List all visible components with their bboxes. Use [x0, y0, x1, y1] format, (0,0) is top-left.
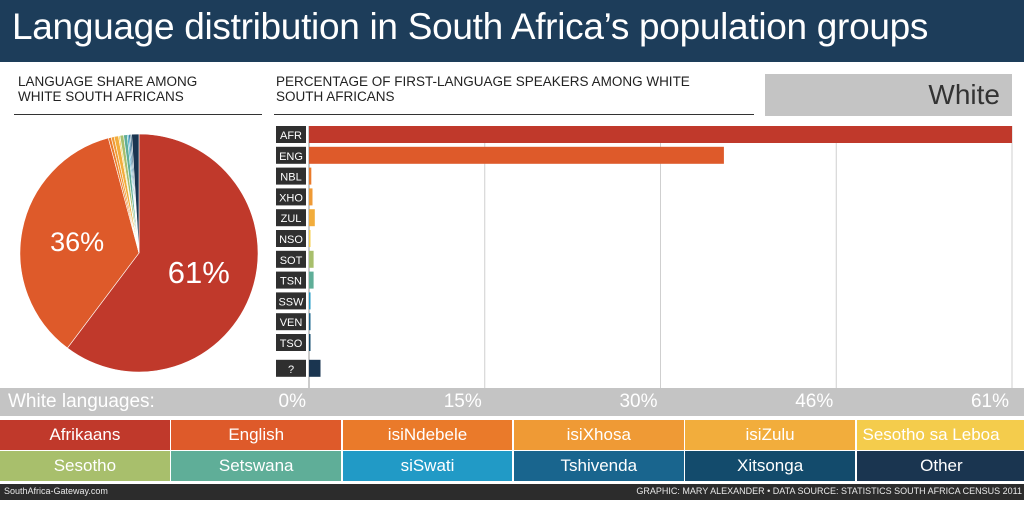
- bar-ven: [309, 313, 311, 331]
- legend-item-tshivenda: Tshivenda: [513, 451, 684, 481]
- legend-item-isizulu: isiZulu: [685, 420, 855, 450]
- category-tag-xho: [276, 188, 306, 206]
- x-tick-label: 0%: [278, 391, 306, 412]
- category-label: ENG: [279, 151, 303, 163]
- category-label: SSW: [278, 296, 304, 308]
- title-bar: Language distribution in South Africa’s …: [0, 0, 1024, 62]
- x-tick-label: 15%: [443, 391, 482, 412]
- pie-header: LANGUAGE SHARE AMONG WHITE SOUTH AFRICAN…: [18, 74, 198, 104]
- category-tag-nso: [276, 230, 306, 247]
- bar-chart: AFR ENG NBL XHO ZUL NSO SOT TSN SSW VEN TSO?: [276, 126, 1013, 388]
- footer-credit: GRAPHIC: MARY ALEXANDER • DATA SOURCE: S…: [636, 486, 1022, 496]
- pie-label-english: 36%: [50, 227, 104, 257]
- pie-slice-english: [19, 137, 140, 349]
- bar-eng: [309, 146, 724, 164]
- pie-chart: 61% 36%: [19, 133, 259, 373]
- category-label: TSO: [280, 338, 303, 350]
- category-tag-sot: [276, 250, 306, 268]
- legend-item-setswana: Setswana: [171, 451, 342, 481]
- category-label: TSN: [280, 276, 302, 288]
- legend-item-xitsonga: Xitsonga: [685, 451, 855, 481]
- category-tag-nbl: [276, 167, 306, 185]
- legend-item-other: Other: [856, 451, 1024, 481]
- bar-ssw: [309, 292, 311, 310]
- pie-label-afrikaans: 61%: [168, 255, 230, 290]
- bar-tso: [309, 334, 311, 351]
- category-label: ?: [288, 364, 294, 376]
- chart-title: Language distribution in South Africa’s …: [12, 6, 929, 47]
- category-label: NBL: [280, 172, 301, 184]
- category-tag-ssw: [276, 292, 306, 310]
- bar-zul: [309, 209, 315, 227]
- x-axis-strip: White languages: 0% 15% 30% 46% 61%: [0, 388, 1024, 416]
- category-tag-ven: [276, 313, 306, 331]
- legend-item-english: English: [171, 420, 342, 450]
- bar-unknown: [309, 359, 321, 377]
- group-selector[interactable]: White: [765, 74, 1012, 116]
- bar-header-rule: [274, 114, 754, 115]
- legend-item-afrikaans: Afrikaans: [0, 420, 170, 450]
- x-tick-label: 46%: [795, 391, 834, 412]
- bar-xho: [309, 188, 313, 206]
- group-label: White: [928, 79, 1000, 110]
- category-label: SOT: [280, 255, 303, 267]
- legend-item-siswati: siSwati: [342, 451, 513, 481]
- pie-header-rule: [14, 114, 262, 115]
- category-tag-tsn: [276, 271, 306, 289]
- category-tag-zul: [276, 209, 306, 227]
- x-tick-label: 30%: [619, 391, 658, 412]
- bar-tsn: [309, 271, 314, 289]
- category-label: NSO: [279, 234, 303, 246]
- category-tag-tso: [276, 334, 306, 351]
- pie-slice-other: [131, 133, 140, 254]
- bar-nbl: [309, 167, 312, 185]
- bar-header: PERCENTAGE OF FIRST-LANGUAGE SPEAKERS AM…: [276, 74, 690, 104]
- pie-slice-afrikaans: [66, 133, 259, 373]
- category-tag-eng: [276, 146, 306, 164]
- category-label: ZUL: [281, 213, 302, 225]
- footer: SouthAfrica-Gateway.com GRAPHIC: MARY AL…: [0, 484, 1024, 500]
- category-label: AFR: [280, 130, 302, 142]
- category-label: VEN: [280, 317, 303, 329]
- x-axis-caption: White languages:: [8, 391, 155, 412]
- bar-sot: [309, 250, 314, 268]
- footer-site: SouthAfrica-Gateway.com: [4, 486, 108, 496]
- legend-item-isixhosa: isiXhosa: [513, 420, 684, 450]
- bar-nso: [309, 230, 311, 247]
- category-tag-afr: [276, 126, 306, 143]
- legend-item-isindebele: isiNdebele: [342, 420, 513, 450]
- legend-item-sesotho: Sesotho: [0, 451, 170, 481]
- bar-afr: [309, 126, 1012, 143]
- legend-item-sesotho-sa-leboa: Sesotho sa Leboa: [856, 420, 1024, 450]
- category-label: XHO: [279, 192, 303, 204]
- x-tick-label: 61%: [970, 391, 1009, 412]
- category-tag-unknown: [276, 359, 306, 377]
